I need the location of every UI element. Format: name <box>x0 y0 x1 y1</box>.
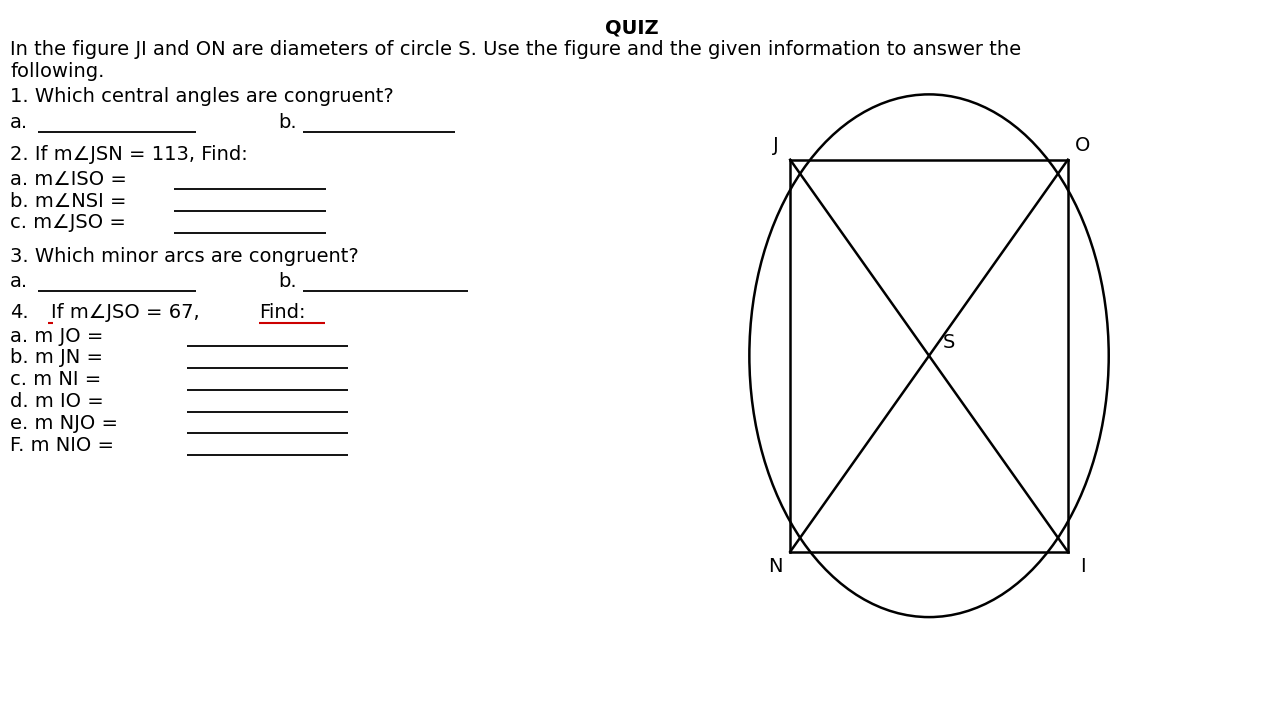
Text: In the figure JI and ON are diameters of circle S. Use the figure and the given : In the figure JI and ON are diameters of… <box>10 40 1021 59</box>
Text: c. m∠JSO =: c. m∠JSO = <box>10 213 126 232</box>
Text: Find:: Find: <box>259 303 306 322</box>
Text: following.: following. <box>10 62 105 81</box>
Text: b.: b. <box>278 272 297 290</box>
Text: 1. Which central angles are congruent?: 1. Which central angles are congruent? <box>10 87 394 106</box>
Text: S: S <box>943 333 954 352</box>
Text: a.: a. <box>10 113 28 131</box>
Text: QUIZ: QUIZ <box>605 18 659 37</box>
Text: e. m NJO =: e. m NJO = <box>10 414 118 433</box>
Text: J: J <box>772 136 779 155</box>
Text: F. m NIO =: F. m NIO = <box>10 436 114 454</box>
Text: d. m IO =: d. m IO = <box>10 392 104 411</box>
Text: If m∠JSO = 67,: If m∠JSO = 67, <box>51 303 200 322</box>
Text: b.: b. <box>278 113 297 131</box>
Text: 4.: 4. <box>10 303 29 322</box>
Text: O: O <box>1074 136 1091 155</box>
Text: 2. If m∠JSN = 113, Find:: 2. If m∠JSN = 113, Find: <box>10 145 248 164</box>
Text: I: I <box>1079 557 1086 576</box>
Text: a. m∠ISO =: a. m∠ISO = <box>10 170 126 189</box>
Text: b. m∠NSI =: b. m∠NSI = <box>10 192 126 211</box>
Text: b. m JN =: b. m JN = <box>10 348 104 367</box>
Text: 3. Which minor arcs are congruent?: 3. Which minor arcs are congruent? <box>10 247 359 266</box>
Text: a.: a. <box>10 272 28 290</box>
Text: N: N <box>769 557 782 576</box>
Text: c. m NI =: c. m NI = <box>10 370 101 389</box>
Text: a. m JO =: a. m JO = <box>10 327 104 346</box>
